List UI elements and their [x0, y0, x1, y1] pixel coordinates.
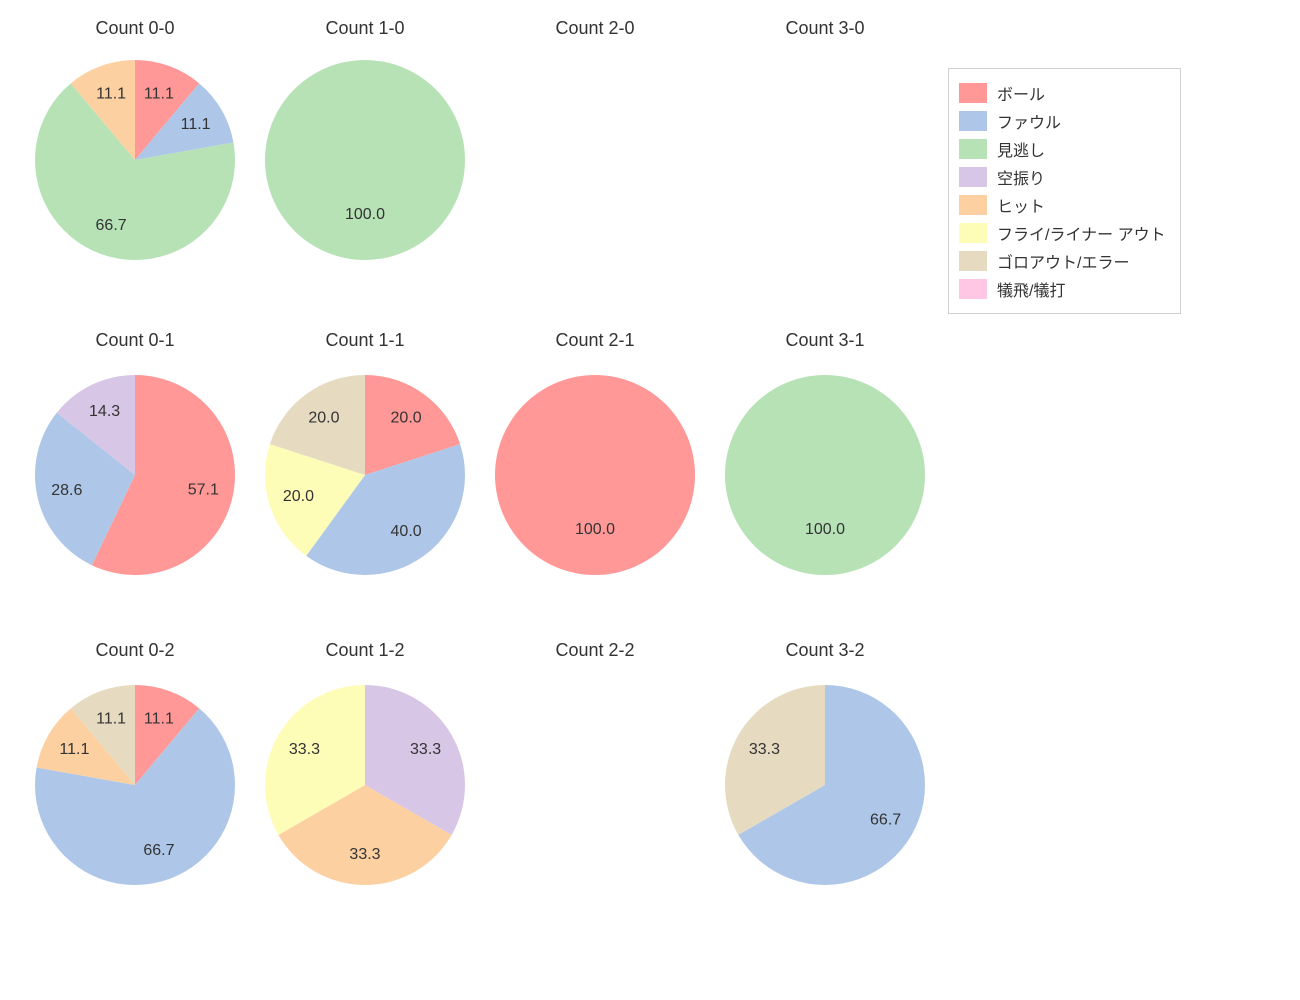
pie-slice-label: 28.6: [51, 482, 82, 499]
pie-slice-label: 20.0: [391, 410, 422, 427]
pie-slice-label: 57.1: [188, 482, 219, 499]
pie-svg: 100.0: [265, 60, 465, 260]
pie-chart: 33.3 33.3 33.3: [265, 685, 465, 885]
chart-title: Count 1-0: [250, 18, 480, 39]
pie-slice-label: 40.0: [391, 523, 422, 540]
legend-item: ファウル: [959, 107, 1166, 135]
legend-label: ヒット: [997, 193, 1045, 217]
pie-slice: [725, 375, 925, 575]
pie-slice-label: 33.3: [410, 741, 441, 758]
legend: ボールファウル見逃し空振りヒットフライ/ライナー アウトゴロアウト/エラー犠飛/…: [948, 68, 1181, 314]
chart-title: Count 2-1: [480, 330, 710, 351]
legend-item: 犠飛/犠打: [959, 275, 1166, 303]
pie-svg: 100.0: [725, 375, 925, 575]
pie-slice-label: 100.0: [345, 206, 385, 223]
pie-slice-label: 66.7: [96, 217, 127, 234]
pie-slice: [265, 60, 465, 260]
pie-svg: 20.0 40.0 20.0 20.0: [265, 375, 465, 575]
legend-swatch: [959, 279, 987, 299]
legend-label: フライ/ライナー アウト: [997, 221, 1166, 245]
pie-slice-label: 20.0: [308, 410, 339, 427]
chart-title: Count 1-2: [250, 640, 480, 661]
pie-slice-label: 100.0: [805, 521, 845, 538]
chart-title: Count 2-2: [480, 640, 710, 661]
legend-swatch: [959, 83, 987, 103]
legend-label: ボール: [997, 81, 1045, 105]
figure-canvas: Count 0-0 11.1 11.1 66.7 11.1 Count 1-0 100.0 C…: [0, 0, 1300, 1000]
pie-chart: 20.0 40.0 20.0 20.0: [265, 375, 465, 575]
legend-label: 見逃し: [997, 137, 1045, 161]
chart-title: Count 3-2: [710, 640, 940, 661]
chart-title: Count 3-1: [710, 330, 940, 351]
pie-slice-label: 66.7: [870, 811, 901, 828]
legend-label: ゴロアウト/エラー: [997, 249, 1129, 273]
pie-chart: 57.1 28.6 14.3: [35, 375, 235, 575]
chart-title: Count 1-1: [250, 330, 480, 351]
pie-slice-label: 11.1: [144, 710, 174, 727]
legend-item: ヒット: [959, 191, 1166, 219]
legend-swatch: [959, 167, 987, 187]
pie-slice-label: 100.0: [575, 521, 615, 538]
pie-svg: 11.1 11.1 66.7 11.1: [35, 60, 235, 260]
legend-label: ファウル: [997, 109, 1061, 133]
legend-swatch: [959, 223, 987, 243]
pie-slice-label: 11.1: [96, 710, 126, 727]
legend-label: 犠飛/犠打: [997, 277, 1065, 301]
pie-chart: 66.7 33.3: [725, 685, 925, 885]
pie-svg: 57.1 28.6 14.3: [35, 375, 235, 575]
legend-swatch: [959, 251, 987, 271]
legend-swatch: [959, 111, 987, 131]
pie-chart: 100.0: [725, 375, 925, 575]
legend-item: ゴロアウト/エラー: [959, 247, 1166, 275]
pie-slice-label: 20.0: [283, 488, 314, 505]
legend-swatch: [959, 139, 987, 159]
pie-slice-label: 33.3: [749, 741, 780, 758]
pie-svg: 100.0: [495, 375, 695, 575]
legend-label: 空振り: [997, 165, 1045, 189]
legend-item: 見逃し: [959, 135, 1166, 163]
pie-slice: [495, 375, 695, 575]
pie-slice-label: 11.1: [144, 85, 174, 102]
chart-title: Count 3-0: [710, 18, 940, 39]
chart-title: Count 2-0: [480, 18, 710, 39]
pie-chart: 100.0: [495, 375, 695, 575]
pie-svg: 66.7 33.3: [725, 685, 925, 885]
pie-slice-label: 11.1: [181, 116, 211, 133]
pie-svg: 33.3 33.3 33.3: [265, 685, 465, 885]
pie-slice-label: 33.3: [289, 741, 320, 758]
legend-item: 空振り: [959, 163, 1166, 191]
pie-slice-label: 11.1: [59, 741, 89, 758]
chart-title: Count 0-1: [20, 330, 250, 351]
pie-chart: 100.0: [265, 60, 465, 260]
chart-title: Count 0-2: [20, 640, 250, 661]
pie-svg: 11.1 66.7 11.1 11.1: [35, 685, 235, 885]
pie-chart: 11.1 11.1 66.7 11.1: [35, 60, 235, 260]
legend-swatch: [959, 195, 987, 215]
legend-item: フライ/ライナー アウト: [959, 219, 1166, 247]
legend-item: ボール: [959, 79, 1166, 107]
pie-slice-label: 33.3: [349, 846, 380, 863]
pie-slice-label: 14.3: [89, 403, 120, 420]
chart-title: Count 0-0: [20, 18, 250, 39]
pie-slice-label: 11.1: [96, 85, 126, 102]
pie-chart: 11.1 66.7 11.1 11.1: [35, 685, 235, 885]
pie-slice-label: 66.7: [143, 842, 174, 859]
